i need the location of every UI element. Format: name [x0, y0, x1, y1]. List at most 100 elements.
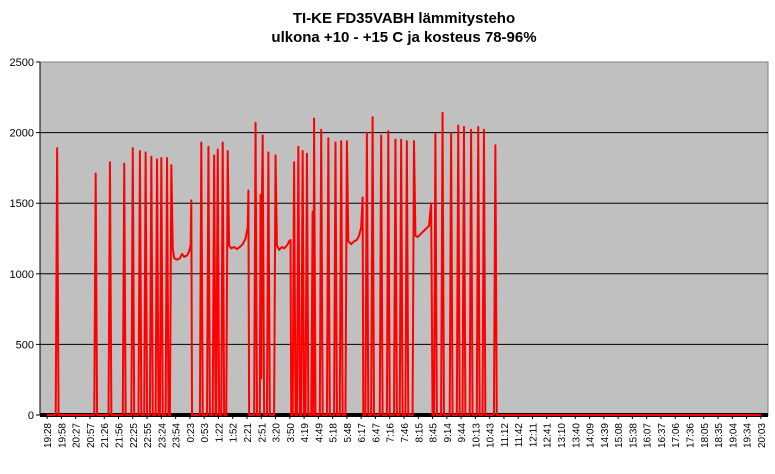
data-point: [276, 244, 278, 247]
data-point: [165, 414, 167, 416]
x-tick-label: 10:13: [471, 423, 482, 448]
data-point: [248, 414, 250, 416]
data-point: [247, 189, 250, 192]
x-tick-label: 23:24: [157, 423, 168, 448]
x-tick-label: 20:03: [757, 423, 768, 448]
data-point: [356, 239, 358, 241]
data-point: [433, 414, 435, 416]
data-point: [259, 194, 262, 196]
data-point: [169, 414, 171, 416]
y-tick-label: 0: [28, 410, 34, 422]
data-point: [389, 414, 391, 416]
data-point: [457, 124, 459, 127]
x-tick-label: 1:22: [214, 423, 225, 443]
data-point: [319, 414, 321, 416]
data-point: [440, 414, 442, 416]
data-point: [122, 414, 124, 416]
data-point: [199, 414, 201, 416]
data-point: [358, 235, 360, 237]
data-point: [362, 196, 364, 199]
data-point: [346, 140, 348, 142]
y-tick-label: 1000: [10, 269, 34, 281]
data-point: [430, 202, 432, 204]
data-point: [222, 141, 224, 144]
data-point: [327, 137, 329, 139]
data-point: [312, 414, 314, 416]
data-point: [137, 414, 140, 416]
x-tick-label: 17:06: [671, 423, 682, 448]
data-point: [367, 414, 369, 416]
data-point: [370, 414, 372, 416]
data-point: [366, 132, 368, 134]
data-point: [425, 228, 427, 230]
data-point: [290, 414, 292, 416]
data-point: [310, 414, 312, 416]
data-point: [449, 414, 451, 416]
data-point: [470, 129, 472, 131]
x-tick-label: 15:08: [614, 423, 625, 448]
data-point: [223, 414, 225, 416]
data-point: [125, 414, 127, 416]
data-point: [181, 253, 183, 255]
data-point: [456, 414, 458, 416]
data-point: [304, 414, 307, 416]
data-point: [313, 117, 315, 120]
data-point: [186, 254, 188, 257]
chart-title: TI-KE FD35VABH lämmitysteho: [292, 10, 516, 27]
data-point: [227, 150, 229, 152]
data-point: [218, 414, 220, 416]
y-tick-label: 500: [16, 339, 34, 351]
data-point: [190, 244, 192, 247]
data-point: [96, 414, 98, 416]
data-point: [267, 151, 269, 153]
data-point: [283, 247, 285, 249]
data-point: [225, 414, 227, 416]
data-point: [484, 414, 486, 416]
data-point: [353, 240, 355, 242]
data-point: [422, 230, 424, 233]
data-point: [259, 414, 261, 416]
data-point: [191, 414, 193, 416]
x-tick-label: 11:42: [514, 423, 525, 448]
data-point: [217, 148, 219, 151]
data-point: [459, 414, 461, 416]
x-tick-label: 6:47: [371, 423, 382, 443]
data-point: [451, 414, 454, 416]
data-point: [404, 414, 407, 416]
x-tick-label: 16:07: [643, 423, 654, 448]
data-point: [406, 140, 408, 142]
data-point: [407, 414, 409, 416]
x-tick-label: 19:58: [57, 423, 68, 448]
data-point: [176, 259, 178, 261]
data-point: [350, 243, 352, 245]
data-point: [362, 414, 364, 416]
data-point: [428, 225, 430, 227]
data-point: [247, 226, 249, 228]
data-point: [110, 414, 112, 416]
x-tick-label: 8:15: [414, 423, 425, 443]
data-point: [179, 257, 181, 259]
data-point: [155, 414, 157, 416]
x-tick-label: 23:54: [172, 423, 183, 448]
data-point: [46, 414, 48, 416]
data-point: [380, 134, 382, 137]
x-tick-label: 13:10: [557, 423, 568, 448]
data-point: [493, 414, 495, 416]
x-tick-label: 8:45: [429, 423, 440, 443]
data-point: [95, 172, 97, 175]
x-tick-label: 3:20: [272, 423, 283, 443]
data-point: [57, 414, 60, 416]
data-point: [300, 414, 302, 416]
data-point: [400, 139, 402, 141]
data-point: [139, 150, 141, 152]
data-point: [133, 414, 135, 416]
data-point: [93, 414, 95, 416]
data-point: [413, 140, 415, 142]
x-tick-label: 0:53: [200, 423, 211, 443]
data-point: [476, 414, 478, 416]
data-point: [340, 140, 342, 142]
data-point: [379, 414, 381, 416]
data-point: [266, 414, 268, 416]
data-point: [464, 414, 466, 416]
